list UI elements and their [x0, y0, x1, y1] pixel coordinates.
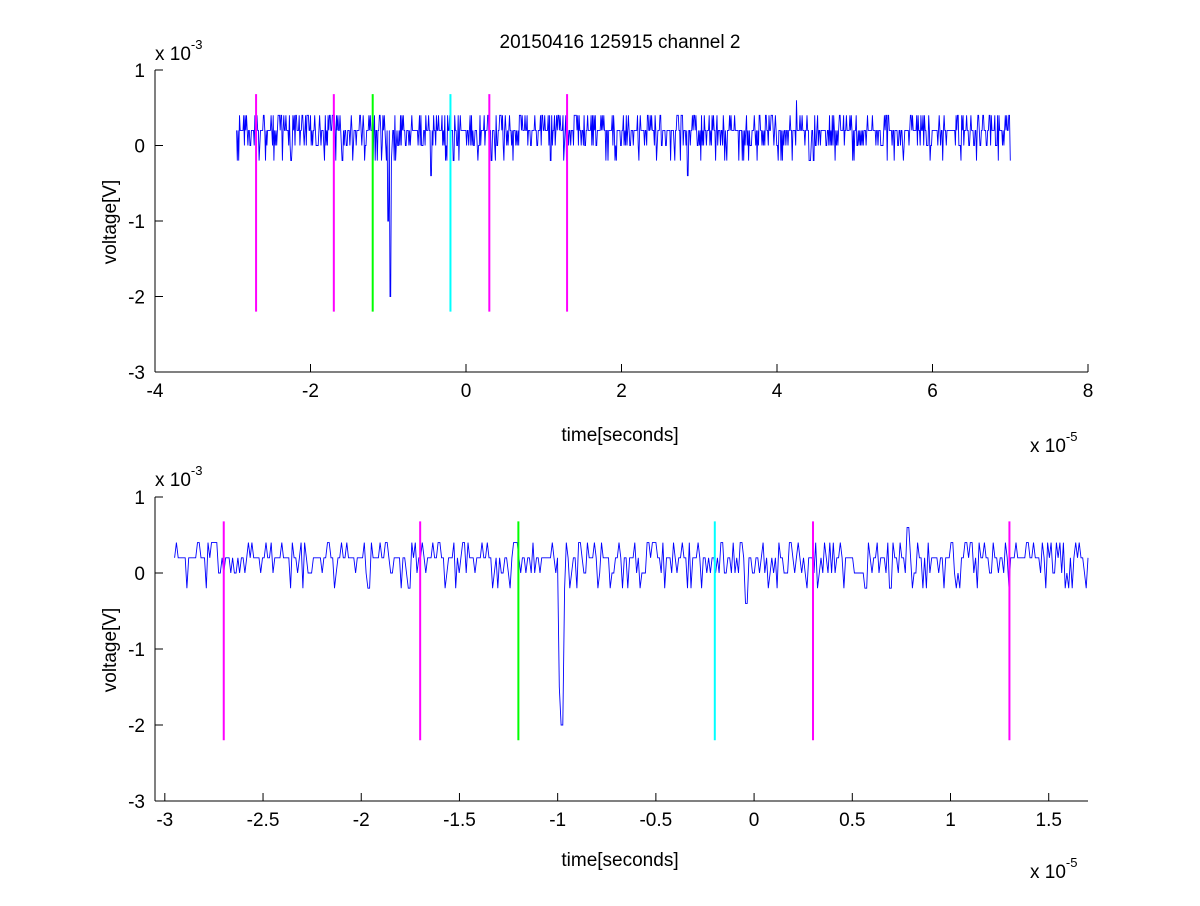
top-plot-x-multiplier: x 10-5 [1030, 429, 1077, 457]
top-plot-ticks: -4 -2 0 2 4 6 810-1-2-3 [128, 61, 1093, 402]
top-plot-xtick-label: 8 [1083, 381, 1094, 402]
bottom-plot-xtick-label: -2 [353, 810, 370, 831]
top-plot-xtick-label: 6 [927, 381, 938, 402]
top-plot-xtick-label: 0 [461, 381, 472, 402]
bottom-plot-xlabel: time[seconds] [561, 850, 678, 871]
bottom-plot-xtick-label: 0 [749, 810, 760, 831]
bottom-plot-y-multiplier: x 10-3 [155, 463, 202, 491]
bottom-plot-ytick-label: 1 [134, 488, 145, 509]
bottom-plot-ylabel: voltage[V] [100, 608, 121, 693]
bottom-plot-ytick-label: -2 [128, 716, 145, 737]
top-plot-xtick-label: 4 [772, 381, 783, 402]
chart-title: 20150416 125915 channel 2 [500, 32, 741, 53]
bottom-plot-signal-line [174, 526, 1089, 726]
top-plot-ytick-label: -2 [128, 288, 145, 309]
bottom-plot-ytick-label: 0 [134, 564, 145, 585]
bottom-plot-xtick-label: -2.5 [247, 810, 280, 831]
top-plot-ytick-label: -3 [128, 363, 145, 384]
bottom-plot-xtick-label: -1 [549, 810, 566, 831]
top-plot-markers [255, 94, 569, 312]
bottom-plot-xtick-label: 1.5 [1036, 810, 1062, 831]
top-plot: -4 -2 0 2 4 6 810-1-2-3 time[seconds] voltage[… [100, 37, 1093, 457]
top-plot-xtick-label: -2 [302, 381, 319, 402]
top-plot-xtick-label: 2 [616, 381, 627, 402]
top-plot-y-multiplier: x 10-3 [155, 37, 202, 65]
bottom-plot-xtick-label: 0.5 [839, 810, 865, 831]
top-plot-ylabel: voltage[V] [100, 180, 121, 265]
top-plot-signal-line [236, 100, 1011, 297]
top-plot-frame [155, 70, 1088, 372]
top-plot-ytick-label: 0 [134, 137, 145, 158]
bottom-plot-signal [174, 526, 1089, 726]
top-plot-ytick-label: 1 [134, 61, 145, 82]
top-plot-ytick-label: -1 [128, 212, 145, 233]
bottom-plot-xtick-label: -1.5 [443, 810, 476, 831]
bottom-plot: -3 -2.5 -2 -1.5 -1 -0.5 0 0.5 1 1.5 1 0 -1 -2 -3 time[… [100, 463, 1089, 883]
bottom-plot-xtick-label: -0.5 [639, 810, 672, 831]
bottom-plot-frame [155, 497, 1088, 801]
bottom-plot-xtick-label: -3 [156, 810, 173, 831]
top-plot-xlabel: time[seconds] [561, 425, 678, 446]
top-plot-xtick-label: -4 [147, 381, 164, 402]
bottom-plot-x-multiplier: x 10-5 [1030, 855, 1077, 883]
bottom-plot-ytick-label: -1 [128, 640, 145, 661]
top-plot-signal [236, 100, 1011, 297]
bottom-plot-xtick-label: 1 [945, 810, 956, 831]
bottom-plot-ticks: -3 -2.5 -2 -1.5 -1 -0.5 0 0.5 1 1.5 1 0 -1 -2 -3 [128, 488, 1062, 831]
bottom-plot-ytick-label: -3 [128, 792, 145, 813]
bottom-plot-markers [222, 521, 1011, 741]
